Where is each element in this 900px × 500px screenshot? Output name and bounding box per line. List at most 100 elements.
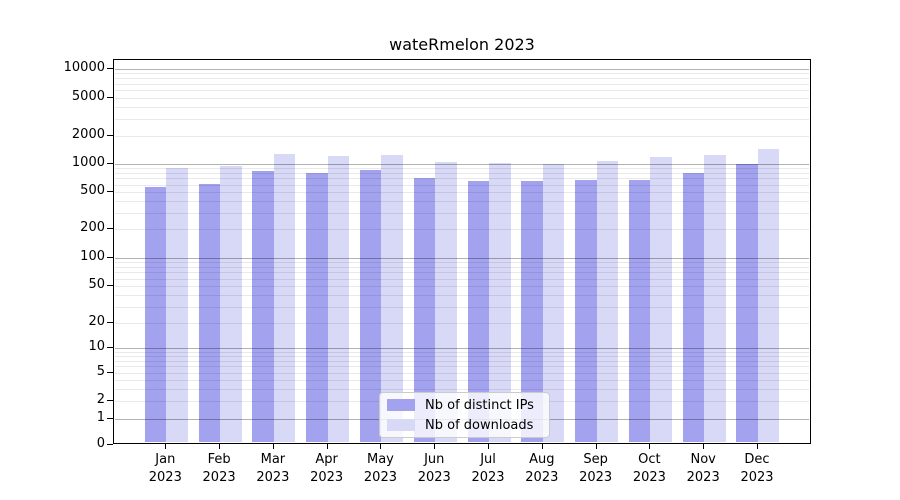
gridline bbox=[115, 107, 809, 109]
gridline bbox=[115, 286, 809, 287]
bar-downloads bbox=[381, 154, 403, 442]
bar-distinct-ips bbox=[575, 180, 597, 442]
x-tick bbox=[219, 444, 221, 449]
bar-downloads bbox=[757, 149, 780, 442]
bar-distinct-ips bbox=[682, 173, 705, 442]
bar-distinct-ips bbox=[736, 164, 758, 442]
x-tick-label: Feb 2023 bbox=[202, 452, 236, 485]
y-tick-label: 2 bbox=[96, 392, 105, 407]
x-tick-label: Jan 2023 bbox=[148, 452, 182, 485]
bar-distinct-ips bbox=[252, 171, 274, 442]
plot-area bbox=[113, 59, 811, 444]
gridline bbox=[115, 78, 809, 80]
grid-layer bbox=[114, 60, 810, 443]
gridline bbox=[115, 351, 809, 353]
y-tick-label: 0 bbox=[96, 435, 105, 451]
gridline bbox=[115, 323, 809, 324]
x-tick-label: Oct 2023 bbox=[632, 452, 666, 485]
x-tick bbox=[541, 444, 543, 449]
gridline bbox=[115, 83, 809, 85]
y-tick-label: 50 bbox=[88, 277, 105, 292]
bar-downloads bbox=[435, 161, 457, 442]
gridline bbox=[115, 69, 809, 70]
gridline bbox=[115, 98, 809, 99]
bar-distinct-ips bbox=[359, 170, 382, 442]
bar-distinct-ips bbox=[306, 173, 328, 442]
legend-label-downloads: Nb of downloads bbox=[425, 417, 534, 433]
bar-downloads bbox=[489, 163, 511, 442]
gridline bbox=[115, 212, 809, 214]
x-tick-label: Jun 2023 bbox=[417, 452, 451, 485]
x-tick-label: May 2023 bbox=[363, 452, 397, 485]
x-tick-label: Aug 2023 bbox=[525, 452, 559, 485]
bar-distinct-ips bbox=[521, 180, 543, 442]
bar-downloads bbox=[542, 163, 565, 442]
gridline bbox=[115, 278, 809, 280]
gridline bbox=[115, 272, 809, 274]
x-tick bbox=[756, 444, 758, 449]
x-tick bbox=[595, 444, 597, 449]
gridline bbox=[115, 118, 809, 120]
y-tick-label: 10 bbox=[88, 339, 105, 354]
legend: Nb of distinct IPs Nb of downloads bbox=[379, 392, 550, 438]
gridline bbox=[115, 356, 809, 358]
bar-downloads bbox=[273, 153, 296, 442]
legend-label-distinct-ips: Nb of distinct IPs bbox=[425, 397, 534, 413]
gridline bbox=[115, 173, 809, 174]
gridline bbox=[115, 267, 809, 268]
gridline bbox=[115, 379, 809, 381]
x-tick bbox=[165, 444, 167, 449]
gridline bbox=[115, 388, 809, 390]
y-tick-label: 5000 bbox=[71, 89, 105, 104]
y-tick-label: 5 bbox=[96, 364, 105, 379]
x-tick bbox=[434, 444, 436, 449]
bar-distinct-ips bbox=[144, 186, 167, 442]
gridline bbox=[115, 360, 809, 362]
gridline bbox=[115, 258, 809, 259]
gridline bbox=[115, 366, 809, 368]
gridline bbox=[115, 90, 809, 92]
gridline bbox=[115, 295, 809, 296]
gridline bbox=[115, 178, 809, 180]
gridline bbox=[115, 262, 809, 264]
gridline bbox=[115, 229, 809, 230]
gridline bbox=[115, 348, 809, 349]
legend-swatch-distinct-ips bbox=[387, 399, 415, 411]
legend-item-downloads: Nb of downloads bbox=[387, 417, 549, 434]
y-tick-label: 100 bbox=[80, 249, 105, 264]
x-tick bbox=[272, 444, 274, 449]
gridline bbox=[115, 306, 809, 308]
x-tick-label: Sep 2023 bbox=[579, 452, 613, 485]
bar-downloads bbox=[166, 167, 188, 442]
bar-downloads bbox=[704, 154, 726, 442]
legend-swatch-downloads bbox=[387, 419, 415, 431]
x-tick-label: Nov 2023 bbox=[686, 452, 720, 485]
gridline bbox=[115, 135, 809, 137]
gridline bbox=[115, 164, 809, 165]
gridline bbox=[115, 184, 809, 186]
x-tick bbox=[703, 444, 705, 449]
bar-downloads bbox=[220, 165, 242, 442]
gridline bbox=[115, 168, 809, 170]
y-tick-label: 2000 bbox=[71, 126, 105, 142]
x-tick-label: Mar 2023 bbox=[256, 452, 290, 485]
chart-title: wateRmelon 2023 bbox=[389, 35, 535, 54]
bar-distinct-ips bbox=[467, 180, 490, 442]
bar-distinct-ips bbox=[628, 180, 651, 442]
bar-downloads bbox=[650, 156, 672, 442]
x-tick bbox=[326, 444, 328, 449]
y-tick-label: 1000 bbox=[71, 155, 105, 170]
x-tick-label: Dec 2023 bbox=[740, 452, 774, 485]
x-tick-label: Jul 2023 bbox=[471, 452, 505, 485]
gridline bbox=[115, 201, 809, 202]
bar-distinct-ips bbox=[198, 183, 221, 442]
x-tick-label: Apr 2023 bbox=[310, 452, 344, 485]
x-tick bbox=[380, 444, 382, 449]
y-tick-label: 200 bbox=[80, 220, 105, 235]
bar-distinct-ips bbox=[413, 177, 436, 442]
y-tick-label: 10000 bbox=[63, 60, 105, 75]
y-tick-label: 500 bbox=[80, 183, 105, 198]
gridline bbox=[115, 192, 809, 193]
legend-item-distinct-ips: Nb of distinct IPs bbox=[387, 397, 549, 414]
